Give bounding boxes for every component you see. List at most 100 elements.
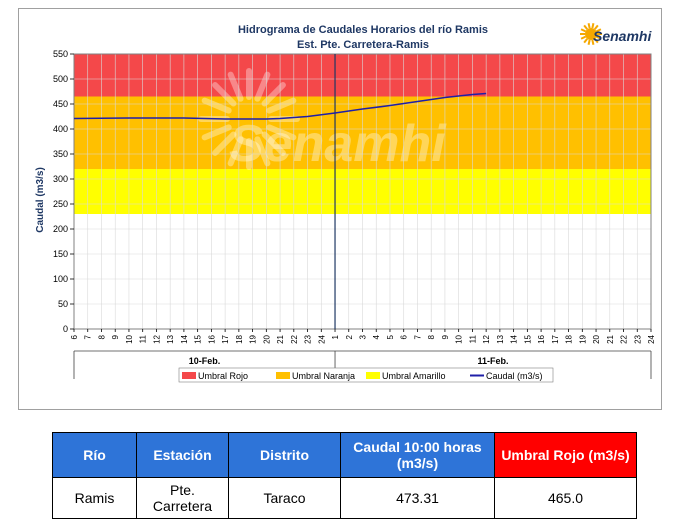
header-caudal: Caudal 10:00 horas (m3/s): [340, 432, 495, 478]
y-tick-label: 200: [53, 224, 68, 234]
x-tick-label: 17: [551, 334, 560, 343]
x-tick-label: 11: [139, 334, 148, 343]
watermark-sun-ray: [266, 97, 297, 114]
x-tick-label: 7: [413, 334, 422, 339]
x-tick-label: 16: [537, 334, 546, 343]
cell-distrito: Taraco: [228, 477, 341, 519]
watermark-text: Senamhi: [229, 115, 447, 173]
x-tick-label: 21: [606, 334, 615, 343]
sun-ray: [580, 28, 587, 33]
legend-label: Umbral Rojo: [198, 371, 248, 381]
legend-label: Caudal (m3/s): [486, 371, 543, 381]
x-tick-label: 24: [647, 334, 656, 343]
day-label: 10-Feb.: [189, 356, 221, 366]
y-axis-label: Caudal (m3/s): [35, 167, 46, 233]
y-tick-label: 50: [58, 299, 68, 309]
x-tick-label: 15: [194, 334, 203, 343]
header-umbral-rojo: Umbral Rojo (m3/s): [494, 432, 637, 478]
sun-ray: [593, 38, 599, 44]
x-tick-label: 13: [166, 334, 175, 343]
x-tick-label: 2: [345, 334, 354, 339]
x-tick-label: 23: [304, 334, 313, 343]
y-tick-label: 100: [53, 274, 68, 284]
legend-swatch: [366, 372, 380, 379]
x-tick-label: 14: [180, 334, 189, 343]
header-rio: Río: [52, 432, 137, 478]
x-tick-label: 22: [620, 334, 629, 343]
x-tick-label: 18: [235, 334, 244, 343]
x-tick-label: 11: [468, 334, 477, 343]
sun-ray: [591, 23, 595, 29]
x-tick-label: 10: [455, 334, 464, 343]
x-tick-label: 8: [97, 334, 106, 339]
header-estacion: Estación: [136, 432, 229, 478]
x-tick-label: 18: [565, 334, 574, 343]
watermark-sun-ray: [254, 71, 271, 102]
x-tick-label: 10: [125, 334, 134, 343]
x-tick-label: 1: [331, 334, 340, 339]
cell-umbral-rojo: 465.0: [494, 477, 637, 519]
x-tick-label: 4: [372, 334, 381, 339]
x-tick-label: 19: [249, 334, 258, 343]
x-tick-label: 6: [70, 334, 79, 339]
cell-caudal: 473.31: [340, 477, 495, 519]
watermark-sun-ray: [212, 82, 237, 107]
sun-core: [585, 28, 597, 40]
y-tick-label: 250: [53, 199, 68, 209]
x-tick-label: 14: [510, 334, 519, 343]
day-label: 11-Feb.: [478, 356, 509, 366]
x-tick-label: 12: [152, 334, 161, 343]
table-row: Ramis Pte. Carretera Taraco 473.31 465.0: [52, 477, 637, 519]
y-axis-ticks: 0 50 100 150 200 250 300 350 400 450 500 550: [53, 49, 74, 334]
y-tick-label: 350: [53, 149, 68, 159]
legend-label: Umbral Amarillo: [382, 371, 446, 381]
y-tick-label: 450: [53, 99, 68, 109]
watermark-sun-ray: [212, 131, 237, 156]
cell-estacion: Pte. Carretera: [136, 477, 229, 519]
chart-canvas: Hidrograma de Caudales Horarios del río …: [35, 23, 656, 383]
x-tick-label: 9: [441, 334, 450, 339]
y-tick-label: 550: [53, 49, 68, 59]
sun-ray: [587, 23, 591, 29]
watermark-sun-ray: [201, 97, 232, 114]
x-tick-label: 13: [496, 334, 505, 343]
sun-ray: [583, 38, 589, 44]
y-tick-label: 400: [53, 124, 68, 134]
x-tick-label: 12: [482, 334, 491, 343]
legend: Umbral Rojo Umbral Naranja Umbral Amarillo…: [178, 367, 554, 383]
sun-ray: [595, 28, 602, 33]
cell-rio: Ramis: [52, 477, 137, 519]
sun-ray: [587, 39, 591, 45]
header-distrito: Distrito: [228, 432, 341, 478]
y-tick-label: 500: [53, 74, 68, 84]
senamhi-logo: Senamhi: [580, 23, 652, 45]
x-tick-label: 5: [386, 334, 395, 339]
legend-label: Umbral Naranja: [292, 371, 355, 381]
legend-swatch: [276, 372, 290, 379]
x-tick-label: 19: [578, 334, 587, 343]
x-tick-label: 22: [290, 334, 299, 343]
chart-title: Hidrograma de Caudales Horarios del río …: [238, 24, 488, 36]
x-tick-label: 24: [317, 334, 326, 343]
x-tick-label: 17: [221, 334, 230, 343]
y-tick-label: 150: [53, 249, 68, 259]
sun-ray: [583, 24, 589, 30]
x-axis-ticks: 6 7 8 9 10 11 12 13 14 15 16 17 18 19 20 21 22 23 24 1 2 3 4 5 6…: [70, 329, 656, 344]
x-tick-label: 8: [427, 334, 436, 339]
x-tick-label: 20: [262, 334, 271, 343]
y-tick-label: 0: [63, 324, 68, 334]
x-tick-label: 23: [633, 334, 642, 343]
x-tick-label: 6: [400, 334, 409, 339]
chart-subtitle: Est. Pte. Carretera-Ramis: [297, 39, 429, 51]
sun-ray: [593, 24, 599, 30]
x-tick-label: 7: [84, 334, 93, 339]
hydrograph-chart: Hidrograma de Caudales Horarios del río …: [18, 8, 662, 410]
x-tick-label: 9: [111, 334, 120, 339]
x-tick-label: 15: [523, 334, 532, 343]
series-layer: [73, 54, 487, 329]
sun-ray: [591, 39, 595, 45]
x-tick-label: 16: [207, 334, 216, 343]
x-tick-label: 20: [592, 334, 601, 343]
sun-icon: [580, 23, 602, 45]
logo-text: Senamhi: [593, 28, 652, 44]
